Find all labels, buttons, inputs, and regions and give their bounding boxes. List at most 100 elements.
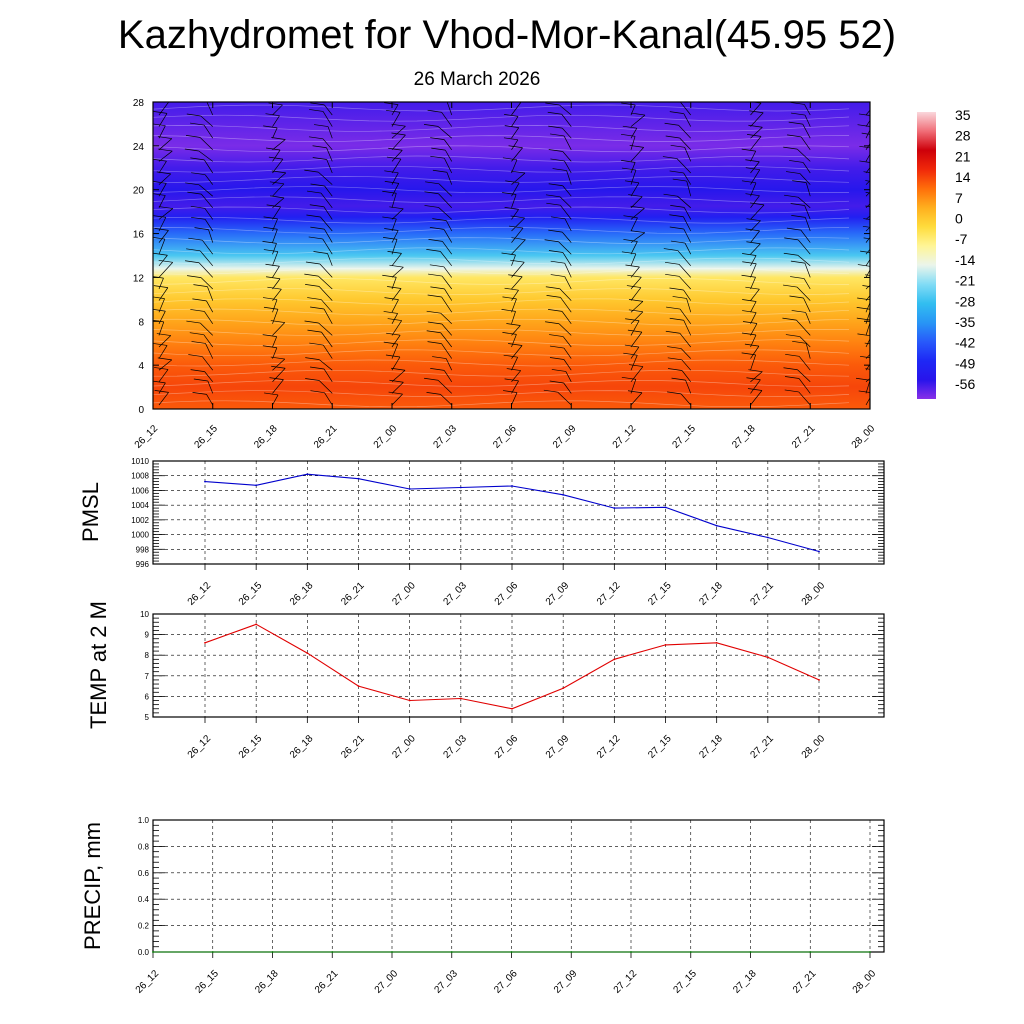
wind-barb [865, 368, 870, 383]
data-point [809, 951, 812, 953]
x-tick-label: 26_18 [252, 423, 280, 451]
wind-barb [741, 332, 757, 348]
data-point [391, 951, 393, 953]
wind-barb [186, 113, 213, 127]
x-tick-label: 27_18 [730, 423, 758, 451]
x-tick-label: 27_03 [431, 423, 459, 451]
wind-barb [389, 379, 404, 394]
wind-barb [785, 334, 811, 348]
x-tick-label: 26_18 [288, 580, 316, 608]
x-tick-label: 27_09 [551, 423, 579, 451]
wind-barb [548, 183, 572, 197]
colorbar-label: 14 [955, 169, 971, 185]
wind-barb [621, 160, 636, 174]
wind-barb [184, 148, 213, 162]
wind-barb [156, 171, 171, 185]
x-tick-label: 27_09 [552, 968, 580, 996]
wind-barb [789, 295, 811, 313]
data-point [204, 641, 206, 644]
data-point [306, 652, 309, 655]
wind-barb [443, 102, 453, 116]
wind-barb [545, 194, 572, 209]
wind-barb [268, 156, 284, 174]
precip-panel: 0.0 0.2 0.4 0.6 0.8 1.0 26_12 26_15 26_18 26_21 27… [80, 816, 885, 996]
wind-barb [430, 286, 453, 301]
y-tick-label: 4 [138, 361, 144, 372]
wind-barb [158, 102, 170, 116]
data-point [766, 536, 769, 539]
data-point [562, 687, 565, 690]
x-tick-label: 27_06 [493, 733, 521, 761]
wind-barb [547, 111, 572, 127]
y-tick-label: 8 [138, 317, 144, 328]
wind-barb [669, 111, 692, 127]
wind-barb [672, 296, 692, 313]
wind-barb [742, 253, 757, 266]
wind-barb [308, 236, 333, 255]
wind-barb [304, 169, 333, 185]
y-tick-label: 1000 [131, 531, 149, 540]
data-point [511, 707, 513, 710]
wind-barb [863, 171, 870, 185]
wind-barb [662, 156, 692, 174]
wind-barb [504, 114, 519, 127]
data-point [689, 951, 692, 953]
wind-barb [424, 377, 452, 394]
wind-barb [384, 181, 400, 197]
wind-barb [501, 252, 516, 266]
y-tick-label: 9 [145, 631, 150, 640]
temperature-contour-field [153, 102, 870, 409]
upper-air-panel: 0 4 8 12 16 20 24 28 26_12 26_15 26_18 26_21 27_00 27… [133, 98, 878, 451]
wind-barb [627, 390, 643, 406]
wind-barb [389, 264, 404, 278]
wind-barb [185, 182, 213, 197]
y-tick-label: 1010 [131, 457, 149, 466]
data-point [630, 951, 632, 953]
temperature-contour-lines [153, 104, 850, 408]
wind-barb [856, 317, 870, 336]
wind-barb [305, 261, 333, 278]
y-tick-label: 0.6 [138, 869, 150, 878]
wind-barb [783, 284, 811, 301]
wind-barb [386, 156, 402, 174]
wind-barb [745, 167, 761, 185]
x-tick-label: 28_00 [800, 733, 828, 761]
wind-barb [625, 264, 640, 278]
wind-barb [741, 148, 757, 162]
wind-barb [307, 329, 333, 348]
y-tick-label: 1008 [131, 472, 149, 481]
y-tick-label: 998 [136, 545, 150, 554]
y-tick-label: 5 [145, 713, 150, 722]
wind-barb [430, 137, 453, 151]
wind-barb [388, 147, 403, 162]
y-tick-label: 8 [145, 651, 150, 660]
wind-barb [313, 124, 333, 139]
wind-barb [263, 249, 279, 266]
y-tick-label: 7 [145, 672, 150, 681]
data-point [511, 485, 513, 487]
wind-barb [192, 298, 214, 313]
wind-barb [186, 320, 213, 336]
data-point [766, 656, 769, 659]
data-point [613, 658, 616, 661]
wind-barb [503, 354, 518, 371]
wind-barb [667, 391, 692, 406]
wind-barb [310, 226, 333, 243]
wind-barb [747, 388, 763, 406]
colorbar-label: -21 [955, 273, 975, 289]
wind-barb [628, 309, 644, 325]
wind-barb [270, 195, 285, 209]
wind-barb [153, 181, 167, 197]
wind-barb [663, 193, 691, 209]
data-point [450, 951, 453, 953]
wind-barb [271, 137, 286, 151]
colorbar-label: -14 [955, 252, 975, 268]
wind-barb [792, 340, 811, 359]
wind-barb [263, 125, 278, 139]
y-tick-label: 0 [138, 405, 144, 416]
wind-barb [628, 364, 644, 383]
x-tick-label: 26_12 [134, 968, 162, 996]
x-tick-label: 27_12 [595, 580, 623, 608]
wind-barb [158, 259, 173, 278]
wind-barb [194, 227, 214, 243]
